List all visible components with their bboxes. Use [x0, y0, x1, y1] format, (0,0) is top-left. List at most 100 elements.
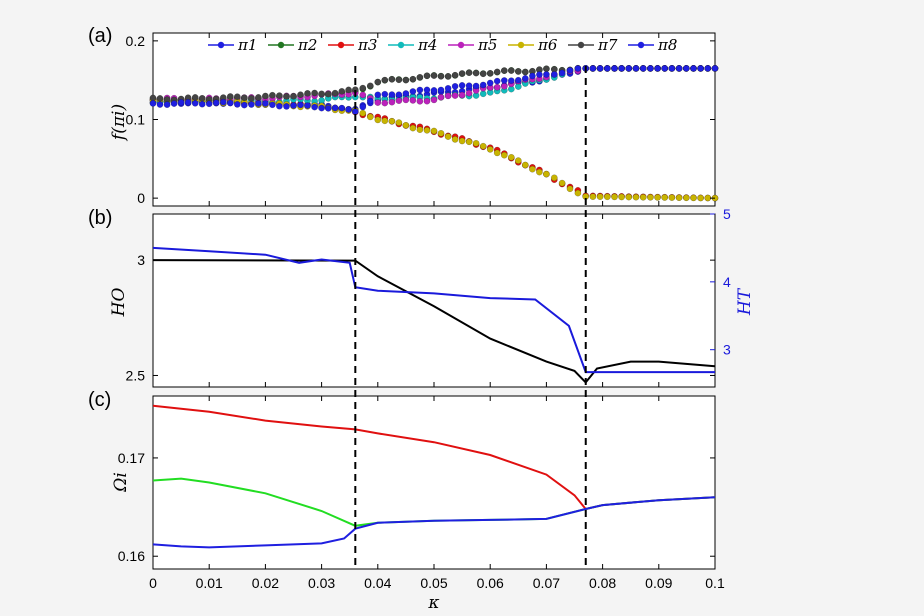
data-point: [184, 98, 192, 106]
panel-a-frame: [152, 32, 716, 207]
data-point: [574, 189, 582, 197]
data-point: [311, 103, 318, 111]
panel-c-frame: [152, 395, 716, 570]
data-point: [430, 87, 438, 94]
data-point: [198, 100, 206, 108]
data-point: [366, 113, 374, 121]
data-point: [472, 139, 480, 147]
data-point: [507, 77, 515, 85]
legend-entry: π1: [237, 36, 257, 54]
data-point: [451, 71, 459, 79]
data-point: [219, 98, 227, 106]
x-tick-label: 0.08: [589, 575, 616, 591]
data-point: [500, 151, 508, 159]
data-point: [472, 69, 480, 77]
data-point: [451, 136, 459, 143]
data-point: [550, 71, 558, 78]
data-point: [437, 72, 445, 80]
data-point: [574, 65, 582, 72]
data-point: [697, 194, 704, 202]
data-point: [248, 101, 255, 108]
data-point: [423, 97, 431, 105]
data-point: [639, 65, 647, 72]
legend-swatch-marker: [517, 41, 525, 49]
x-tick-label: 0.1: [705, 575, 725, 591]
data-point: [536, 168, 543, 176]
x-axis-label: κ: [427, 593, 439, 613]
data-point: [458, 137, 466, 145]
data-point: [297, 91, 304, 99]
axis-ticks: 0 0.1 0.2 2.5 3 3 4 5 0.16 0.17 0 0.01 0.02 0.03 0.04 0…: [118, 33, 731, 591]
legend-swatch-marker: [577, 41, 585, 49]
data-point: [283, 103, 290, 110]
x-tick-label: 0.01: [196, 575, 223, 591]
panel-b-plot: [152, 246, 716, 384]
legend-entry: π8: [657, 36, 677, 54]
legend-entry: π3: [357, 36, 377, 54]
panel-a-label: (a): [88, 25, 112, 47]
data-point: [351, 108, 359, 115]
data-point: [697, 65, 704, 72]
data-point: [654, 194, 661, 201]
data-point: [388, 91, 396, 98]
data-point: [430, 127, 438, 135]
data-point: [493, 149, 501, 157]
data-point: [388, 117, 396, 125]
data-point: [661, 194, 669, 201]
legend-swatch-marker: [397, 41, 405, 49]
data-point: [675, 65, 683, 72]
panel-c-ylabel: Ωi: [111, 472, 131, 493]
legend-entry: π4: [417, 36, 437, 54]
data-point: [395, 119, 403, 126]
data-point: [493, 83, 501, 91]
data-point: [381, 76, 389, 84]
panel-a-ylabel: f(πi): [109, 104, 129, 142]
data-point: [625, 193, 633, 201]
data-point: [248, 94, 255, 102]
data-point: [521, 161, 529, 169]
data-point: [444, 133, 452, 140]
panel-a-plot: [149, 64, 719, 202]
data-point: [416, 97, 424, 105]
y-tick-label: 0.17: [118, 450, 145, 466]
data-point: [269, 101, 276, 109]
data-point: [437, 86, 445, 94]
data-point: [149, 100, 157, 107]
data-point: [290, 92, 297, 100]
data-point: [233, 93, 241, 101]
panel-c-plot: [152, 404, 716, 549]
data-point: [177, 99, 185, 106]
data-point: [388, 98, 396, 106]
data-point: [240, 101, 248, 109]
data-point: [444, 84, 452, 92]
data-point: [704, 194, 712, 202]
data-point: [486, 69, 494, 77]
data-point: [558, 179, 566, 187]
data-point: [156, 95, 164, 102]
data-point: [338, 104, 346, 112]
data-point: [543, 170, 550, 178]
panel-b-ylabel: HO: [109, 288, 129, 318]
data-point: [331, 104, 339, 112]
data-point: [381, 117, 389, 125]
legend-entry: π6: [537, 36, 558, 54]
data-point: [381, 90, 389, 98]
data-point: [451, 82, 459, 90]
data-point: [558, 69, 566, 77]
y-tick-label: 0.1: [126, 112, 146, 128]
x-tick-label: 0: [149, 575, 157, 591]
data-point: [625, 65, 633, 72]
data-point: [711, 65, 719, 72]
data-point: [156, 101, 164, 108]
y2-tick-label: 4: [723, 274, 731, 290]
data-point: [276, 102, 283, 110]
data-point: [331, 89, 339, 97]
data-point: [395, 91, 403, 99]
data-point: [359, 84, 367, 92]
data-point: [374, 116, 382, 124]
legend-swatch-marker: [637, 41, 645, 49]
data-point: [465, 138, 473, 146]
data-point: [521, 68, 529, 76]
x-tick-label: 0.05: [420, 575, 447, 591]
data-point: [423, 72, 431, 80]
